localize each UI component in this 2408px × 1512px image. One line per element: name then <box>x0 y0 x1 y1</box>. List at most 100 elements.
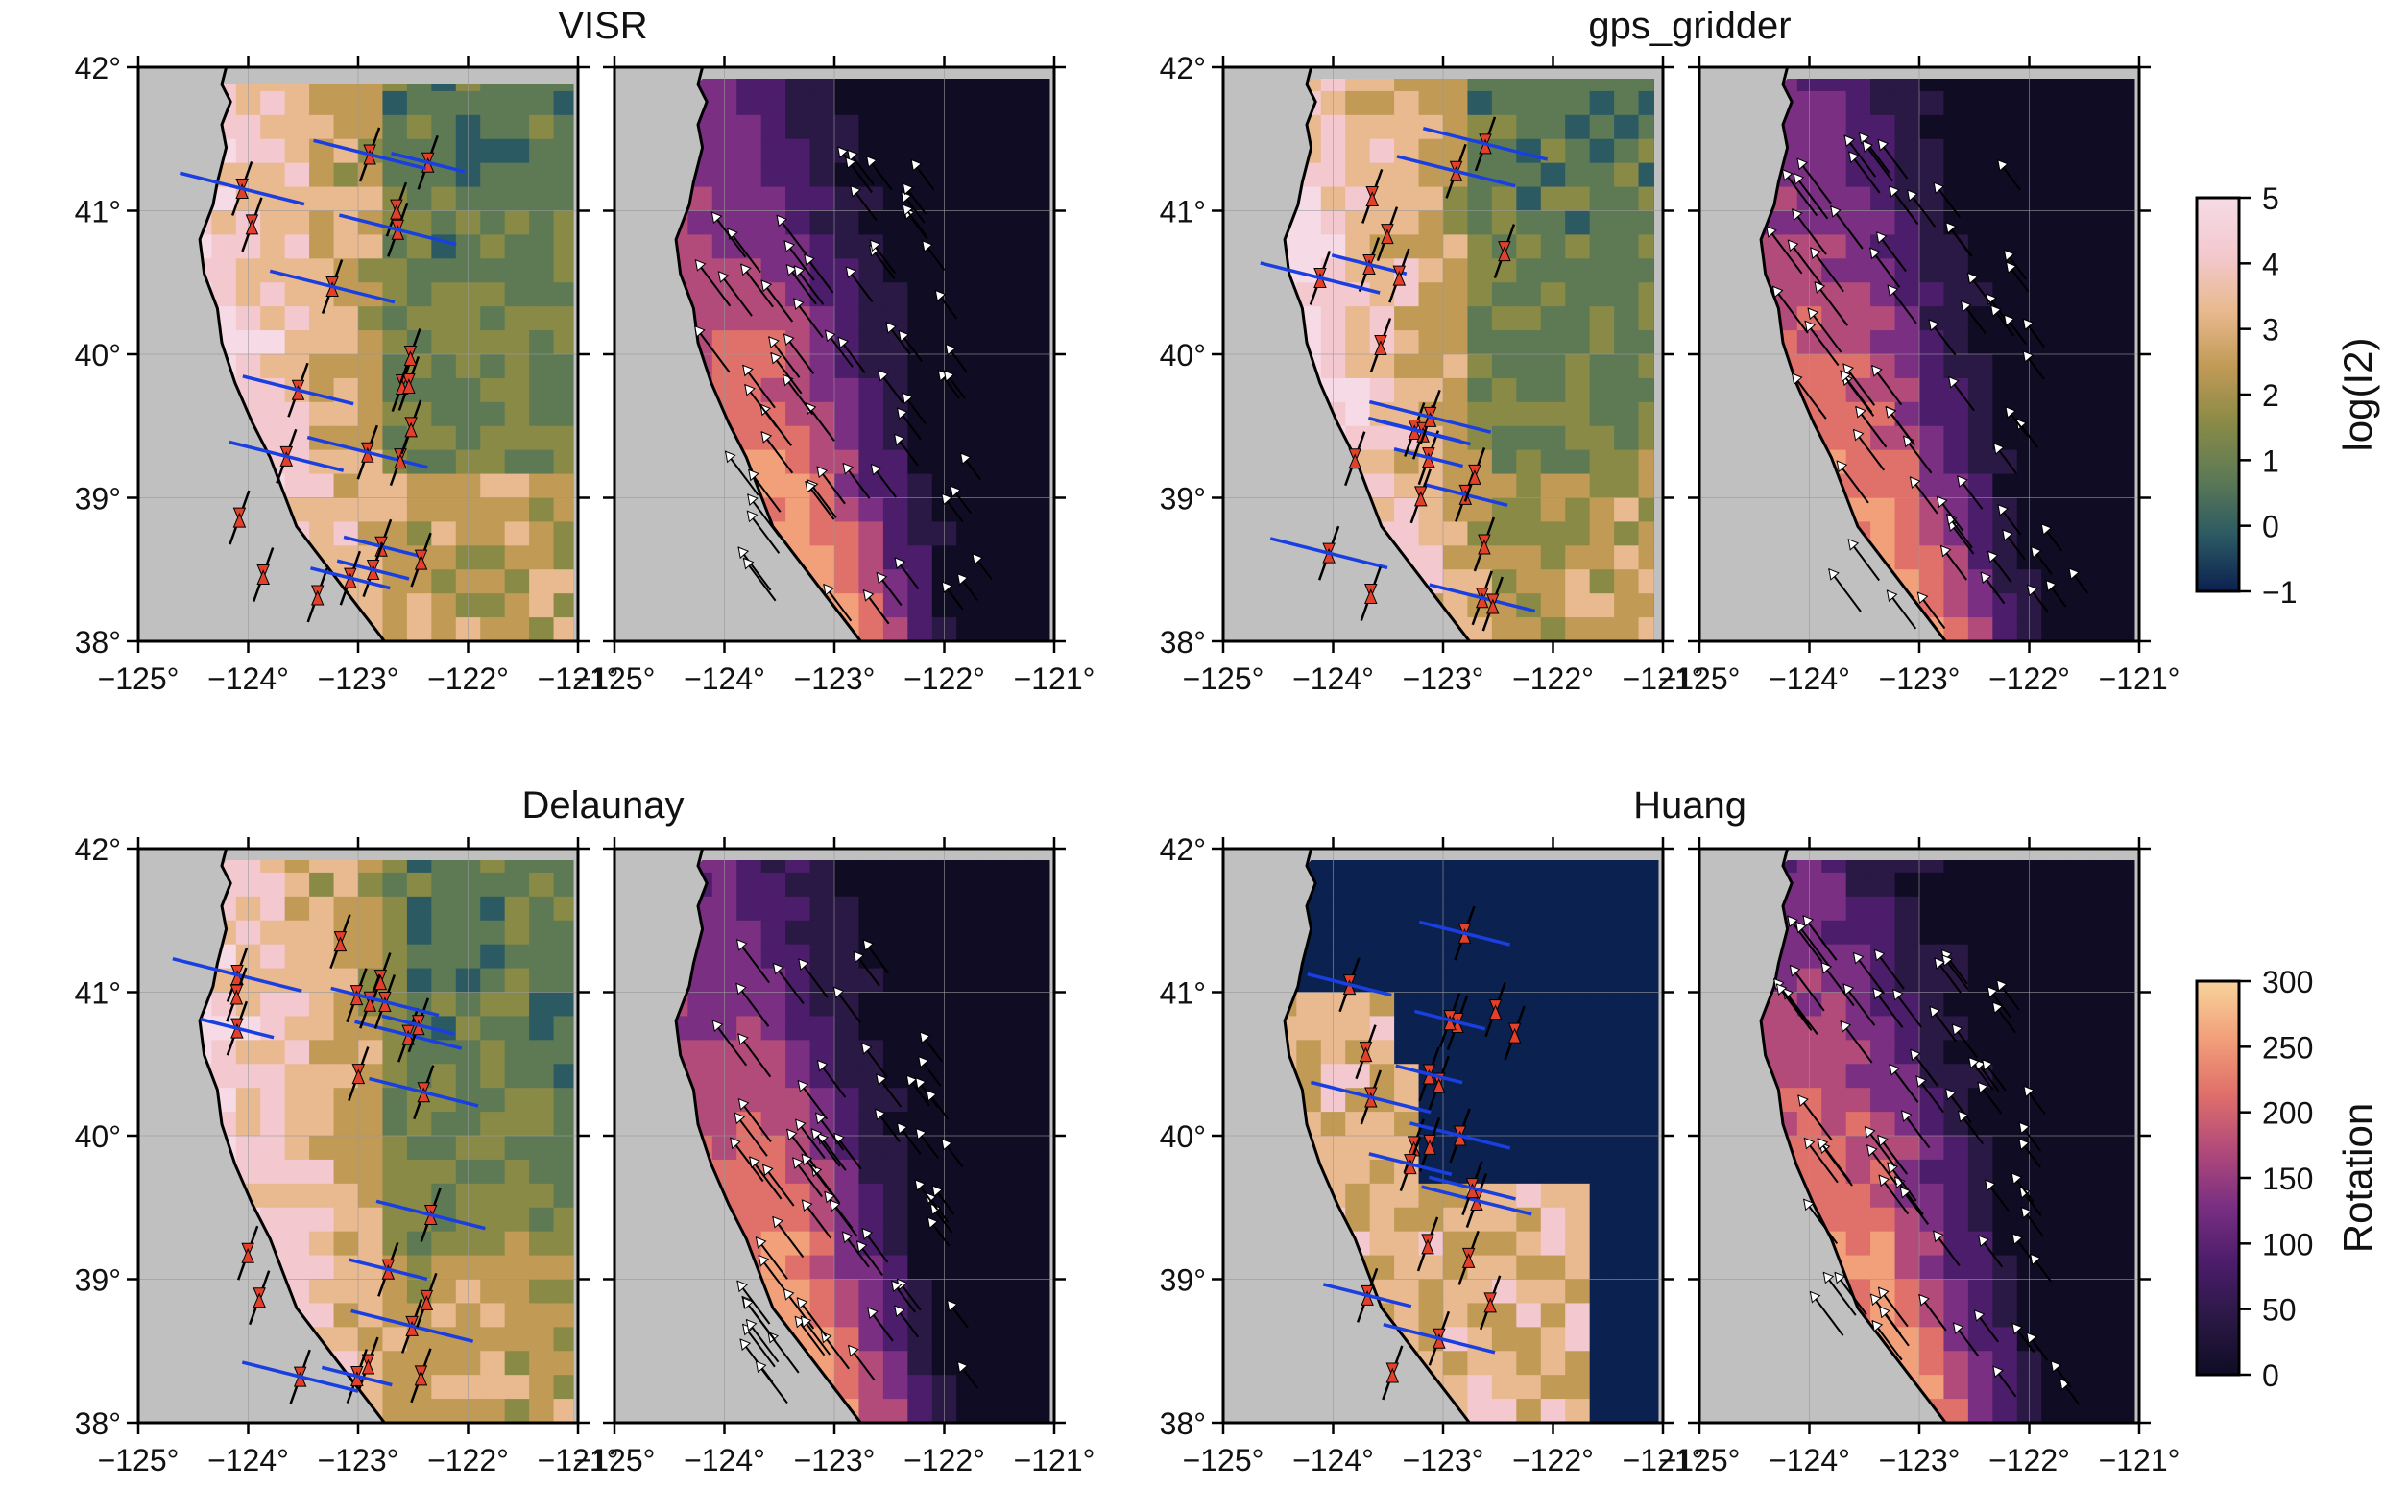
raster-cell <box>1638 617 1654 641</box>
raster-cell <box>1345 354 1371 379</box>
raster-cell <box>1845 920 1871 946</box>
raster-cell <box>1967 1207 1993 1233</box>
raster-cell <box>1967 1255 1993 1281</box>
raster-cell <box>1589 1136 1615 1161</box>
raster-cell <box>1589 425 1615 451</box>
compression-head <box>1432 1077 1446 1093</box>
arrow-head <box>896 1122 908 1135</box>
raster-cell <box>1589 1303 1615 1328</box>
raster-cell <box>858 401 884 427</box>
raster-cell <box>1919 1183 1945 1209</box>
arrow-head <box>1909 476 1921 489</box>
raster-cell <box>956 138 982 164</box>
raster-cell <box>1516 90 1542 116</box>
raster-cell <box>2041 210 2067 236</box>
compression-head <box>325 281 339 298</box>
raster-cell <box>1614 1040 1640 1065</box>
raster-cell <box>480 258 506 283</box>
raster-cell <box>2041 859 2067 874</box>
raster-cell <box>553 401 574 427</box>
lon-tick-label: −122° <box>903 661 985 696</box>
raster-cell <box>736 306 762 331</box>
raster-cell <box>1565 1207 1591 1233</box>
raster-cell <box>956 377 982 403</box>
raster-cell <box>2114 473 2135 499</box>
extension-axis <box>310 566 391 590</box>
raster-cell <box>1418 872 1444 898</box>
raster-cell <box>2090 354 2116 379</box>
compression-head <box>1433 1332 1446 1349</box>
arrow-head <box>915 1127 927 1140</box>
raster-cell <box>1565 377 1591 403</box>
raster-cell <box>2114 1351 2135 1376</box>
raster-cell <box>480 354 506 379</box>
compression-head <box>245 219 259 235</box>
raster-cell <box>2065 401 2091 427</box>
raster-cell <box>529 377 555 403</box>
raster-cell <box>956 1399 982 1423</box>
raster-cell <box>1589 1375 1615 1400</box>
raster-cell <box>1516 1183 1542 1209</box>
raster-cell <box>1992 210 2018 236</box>
raster-cell <box>1638 1064 1659 1089</box>
raster-cell <box>1296 210 1322 236</box>
raster-cell <box>529 1327 555 1352</box>
raster-cell <box>2114 545 2135 570</box>
map-panel-gps-gridder-rotation <box>1688 56 2151 653</box>
raster-cell <box>1516 593 1542 618</box>
arrow-head <box>1843 134 1856 148</box>
raster-cell <box>1005 401 1031 427</box>
raster-cell <box>1296 234 1322 259</box>
raster-cell <box>2114 90 2135 116</box>
raster-cell <box>1845 1136 1871 1161</box>
raster-cell <box>1369 162 1395 188</box>
raster-cell <box>382 1375 408 1400</box>
raster-cell <box>1614 1207 1640 1233</box>
raster-cell <box>980 992 1006 1018</box>
raster-cell <box>504 354 530 379</box>
raster-cell <box>760 1040 786 1065</box>
raster-cell <box>529 234 555 259</box>
raster-cell <box>1943 992 1969 1018</box>
arrow-head <box>1907 189 1918 202</box>
raster-cell <box>760 162 786 188</box>
raster-cell <box>260 859 286 874</box>
velocity-arrows <box>711 939 979 1404</box>
raster-cell <box>431 1399 457 1423</box>
raster-cell <box>309 1279 335 1305</box>
raster-cell <box>2090 1064 2116 1089</box>
raster-cell <box>980 1351 1006 1376</box>
raster-cell <box>1614 617 1640 641</box>
arrow-head <box>694 259 707 272</box>
raster-cell <box>358 859 384 874</box>
raster-cell <box>1565 1112 1591 1137</box>
arrow-head <box>805 480 816 493</box>
raster-cell <box>1029 1207 1050 1233</box>
compression-head <box>1478 539 1491 555</box>
lat-tick-label: 42° <box>75 51 121 85</box>
arrow-head <box>922 240 933 252</box>
raster-cell <box>1967 617 1993 641</box>
raster-cell <box>1943 78 1969 92</box>
compression-head <box>391 225 405 240</box>
raster-cell <box>1005 162 1031 188</box>
raster-cell <box>1467 920 1493 946</box>
arrow-head <box>1886 589 1898 603</box>
compression-head <box>402 378 416 394</box>
raster-cell <box>1638 114 1654 140</box>
raster-cell <box>358 114 384 140</box>
raster-cell <box>1029 1351 1050 1376</box>
raster-cell <box>1029 1136 1050 1161</box>
raster-cell <box>687 210 713 236</box>
raster-cell <box>480 944 506 970</box>
colorbar-tick-label: 4 <box>2262 247 2279 281</box>
raster-cell <box>553 1375 574 1400</box>
raster-cell <box>980 1040 1006 1065</box>
arrow-head <box>1796 157 1809 171</box>
raster-cell <box>480 234 506 259</box>
raster-cell <box>1005 354 1031 379</box>
raster-cell <box>834 1040 860 1065</box>
raster-cell <box>1845 306 1871 331</box>
raster-cell <box>1992 617 2018 641</box>
raster-cell <box>1516 1064 1542 1089</box>
